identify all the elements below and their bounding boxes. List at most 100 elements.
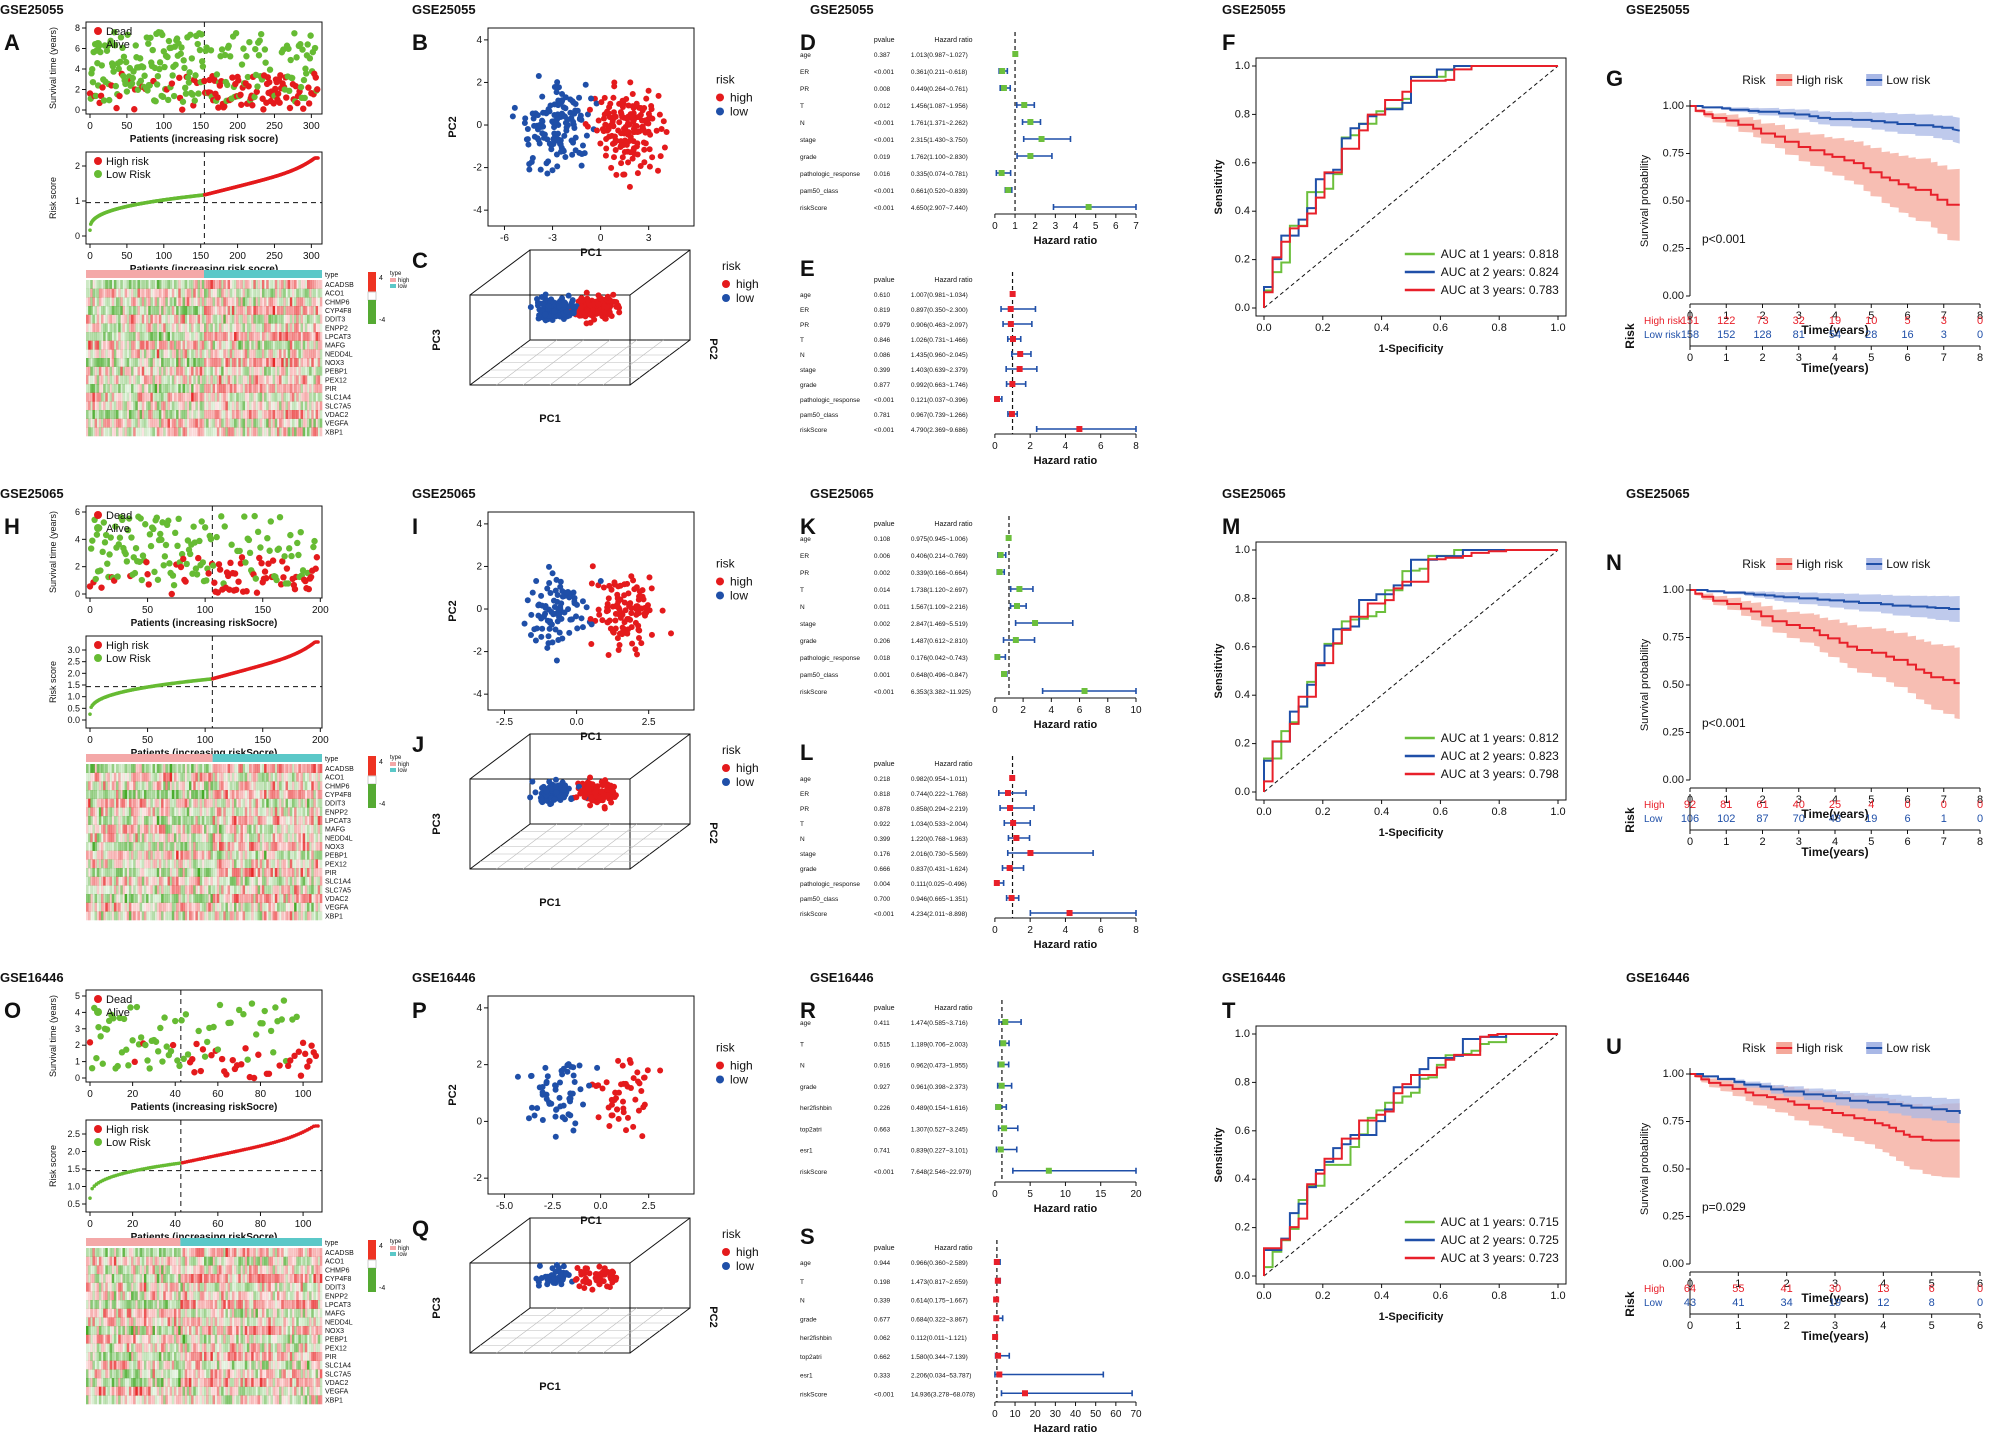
heatmap-cell: [206, 280, 209, 289]
heatmap-cell: [253, 306, 256, 315]
heatmap-cell: [141, 824, 145, 834]
heatmap-cell: [231, 427, 235, 437]
heatmap-cell: [169, 314, 173, 324]
heatmap-cell: [315, 306, 319, 315]
heatmap-cell: [176, 790, 179, 799]
heatmap-cell: [186, 314, 190, 324]
heatmap-cell: [182, 816, 185, 825]
heatmap-cell: [171, 288, 175, 298]
heatmap-cell: [296, 384, 299, 393]
pca3d-point: [583, 289, 590, 296]
heatmap-cell: [264, 366, 267, 376]
heatmap-cell: [150, 816, 153, 825]
heatmap-cell: [283, 280, 286, 289]
heatmap-cell: [173, 306, 177, 315]
heatmap-cell: [124, 824, 128, 834]
heatmap-cell: [300, 288, 303, 298]
heatmap-cell: [126, 358, 130, 367]
heatmap-cell: [300, 306, 303, 315]
heatmap-cell: [311, 764, 314, 773]
heatmap-cell: [88, 427, 91, 437]
survival-point: [252, 575, 260, 582]
heatmap-cell: [223, 418, 226, 428]
heatmap-cell: [264, 332, 267, 341]
heatmap-cell: [118, 764, 121, 773]
auc-legend-label: AUC at 2 years: 0.824: [1441, 265, 1559, 279]
heatmap-cell: [152, 418, 155, 428]
heatmap-cell: [253, 781, 256, 791]
heatmap-cell: [197, 314, 201, 324]
heatmap-cell: [285, 781, 288, 791]
heatmap-cell: [156, 427, 160, 437]
y-tick-label: 6: [75, 44, 80, 54]
survival-point: [265, 560, 272, 567]
heatmap-cell: [161, 349, 164, 359]
heatmap-cell: [225, 427, 228, 437]
survival-point: [304, 41, 311, 48]
heatmap-cell: [195, 297, 198, 307]
heatmap-cell: [135, 306, 138, 315]
heatmap-cell: [141, 349, 145, 359]
variable-label: riskScore: [800, 427, 827, 434]
heatmap-cell: [120, 772, 123, 782]
heatmap-cell: [306, 366, 310, 376]
heatmap-cell: [251, 781, 254, 791]
heatmap-cell: [107, 772, 110, 782]
heatmap-cell: [279, 375, 282, 385]
heatmap-cell: [146, 332, 149, 341]
heatmap-cell: [287, 375, 291, 385]
heatmap-cell: [257, 781, 261, 791]
heatmap-cell: [236, 790, 239, 799]
pca3d-point: [583, 320, 590, 327]
heatmap-cell: [229, 349, 233, 359]
heatmap-cell: [90, 306, 93, 315]
heatmap-cell: [86, 392, 89, 402]
heatmap-cell: [259, 824, 263, 834]
heatmap-cell: [223, 280, 226, 289]
heatmap-cell: [304, 824, 308, 834]
heatmap-cell: [171, 358, 175, 367]
heatmap-cell: [259, 764, 263, 773]
survival-point: [221, 103, 228, 110]
heatmap-cell: [272, 427, 276, 437]
risk-table-low-count: 3: [1941, 329, 1947, 341]
heatmap-cell: [180, 798, 183, 808]
heatmap-cell: [126, 816, 130, 825]
x-tick-label: -6: [500, 233, 509, 244]
heatmap-cell: [152, 781, 155, 791]
heatmap-cell: [223, 306, 226, 315]
heatmap-cell: [146, 410, 149, 419]
heatmap-cell: [122, 349, 125, 359]
pca-point: [621, 148, 628, 155]
heatmap-cell: [173, 297, 177, 307]
heatmap-cell: [255, 358, 258, 367]
heatmap-cell: [289, 340, 293, 350]
pca-point: [618, 160, 625, 167]
heatmap-cell: [152, 410, 155, 419]
pca-point: [595, 117, 602, 124]
heatmap-cell: [246, 807, 250, 817]
heatmap-cell: [195, 340, 198, 350]
pca-point: [623, 128, 630, 135]
heatmap-cell: [169, 816, 173, 825]
heatmap-cell: [240, 824, 243, 834]
heatmap-cell: [236, 340, 239, 350]
heatmap-cell: [266, 288, 269, 298]
heatmap-cell: [184, 824, 188, 834]
heatmap-cell: [96, 418, 100, 428]
heatmap-cell: [266, 323, 269, 333]
survival-point: [287, 531, 294, 539]
heatmap-cell: [296, 816, 299, 825]
heatmap-cell: [193, 790, 196, 799]
heatmap-cell: [94, 798, 98, 808]
heatmap-cell: [109, 790, 113, 799]
heatmap-cell: [131, 807, 134, 817]
heatmap-cell: [274, 401, 278, 411]
heatmap-cell: [193, 418, 196, 428]
pca-point: [646, 163, 653, 170]
heatmap-cell: [313, 418, 316, 428]
heatmap-cell: [298, 807, 301, 817]
heatmap-cell: [176, 401, 179, 411]
heatmap-cell: [270, 297, 273, 307]
